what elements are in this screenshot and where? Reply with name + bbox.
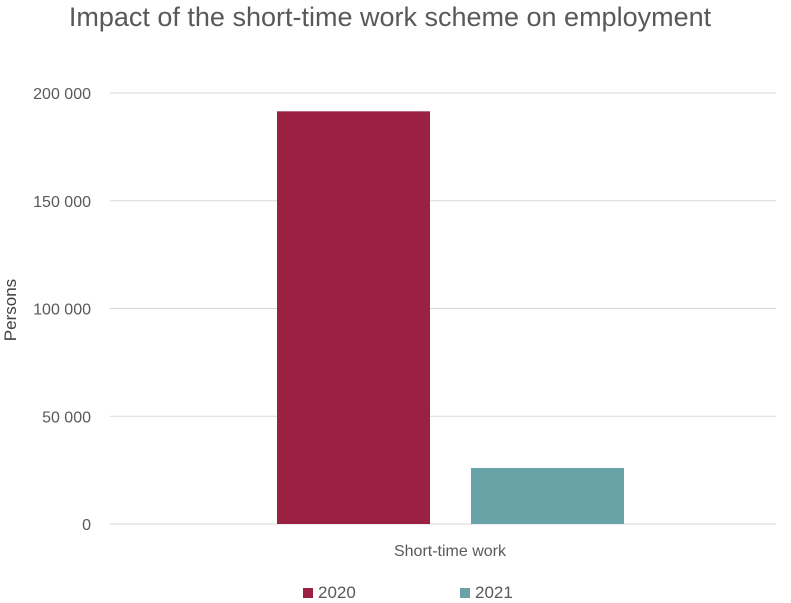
y-tick-label: 150 000 xyxy=(33,194,91,211)
legend-item-2020: 2020 xyxy=(303,583,356,603)
y-tick-label: 50 000 xyxy=(42,409,91,426)
y-tick-label: 200 000 xyxy=(33,86,91,103)
legend-swatch-2021 xyxy=(460,588,470,598)
bar-2021 xyxy=(471,467,624,524)
chart-title: Impact of the short-time work scheme on … xyxy=(68,2,712,32)
y-tick-label: 0 xyxy=(82,517,91,534)
x-category-label: Short-time work xyxy=(394,543,507,560)
legend-label-2020: 2020 xyxy=(318,583,356,602)
legend-item-2021: 2021 xyxy=(460,583,513,603)
bar-2020 xyxy=(277,111,430,524)
legend-label-2021: 2021 xyxy=(475,583,513,602)
legend-swatch-2020 xyxy=(303,588,313,598)
y-tick-label: 100 000 xyxy=(33,302,91,319)
